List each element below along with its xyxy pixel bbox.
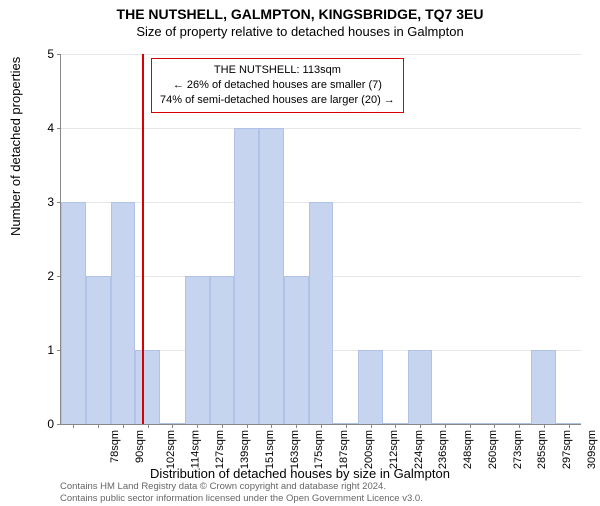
x-tick [346,424,347,428]
histogram-bar [259,128,284,424]
histogram-bar [408,350,433,424]
x-tick [445,424,446,428]
x-tick [371,424,372,428]
x-tick-label: 309sqm [586,430,598,469]
footnote-line: Contains HM Land Registry data © Crown c… [60,481,423,492]
chart-title: THE NUTSHELL, GALMPTON, KINGSBRIDGE, TQ7… [0,6,600,22]
annotation-line: THE NUTSHELL: 113sqm [160,63,395,78]
x-tick [544,424,545,428]
x-tick-label: 212sqm [388,430,400,469]
x-tick [247,424,248,428]
x-tick [519,424,520,428]
x-tick-label: 248sqm [462,430,474,469]
x-tick-label: 236sqm [437,430,449,469]
x-tick-label: 175sqm [314,430,326,469]
x-tick-label: 285sqm [536,430,548,469]
x-tick-label: 127sqm [215,430,227,469]
histogram-bar [61,202,86,424]
histogram-bar [358,350,383,424]
x-tick [271,424,272,428]
y-tick-label: 3 [24,195,54,209]
x-tick-label: 187sqm [338,430,350,469]
x-tick [494,424,495,428]
x-tick [148,424,149,428]
histogram-bar [86,276,111,424]
footnote-line: Contains public sector information licen… [60,493,423,504]
y-tick-label: 4 [24,121,54,135]
y-tick [57,128,61,129]
y-tick-label: 0 [24,417,54,431]
histogram-bar [234,128,259,424]
y-tick [57,54,61,55]
x-tick [222,424,223,428]
x-tick [73,424,74,428]
histogram-bar [111,202,136,424]
x-tick-label: 163sqm [289,430,301,469]
x-tick-label: 273sqm [512,430,524,469]
gridline [61,54,581,55]
annotation-line: ← 26% of detached houses are smaller (7) [160,78,395,93]
x-tick [569,424,570,428]
x-tick [395,424,396,428]
x-tick [420,424,421,428]
histogram-bar [309,202,334,424]
gridline [61,128,581,129]
x-tick-label: 260sqm [487,430,499,469]
y-axis-label: Number of detached properties [8,57,23,236]
x-tick-label: 78sqm [109,430,121,463]
x-tick-label: 102sqm [165,430,177,469]
histogram-bar [284,276,309,424]
x-tick-label: 297sqm [561,430,573,469]
x-tick-label: 90sqm [134,430,146,463]
histogram-bar [185,276,210,424]
x-tick [296,424,297,428]
x-tick-label: 139sqm [239,430,251,469]
histogram-bar [135,350,160,424]
y-tick-label: 2 [24,269,54,283]
x-tick-label: 224sqm [413,430,425,469]
chart-subtitle: Size of property relative to detached ho… [0,24,600,39]
y-tick [57,424,61,425]
annotation-box: THE NUTSHELL: 113sqm← 26% of detached ho… [151,58,404,113]
x-tick [172,424,173,428]
y-tick-label: 5 [24,47,54,61]
x-tick-label: 200sqm [363,430,375,469]
x-tick-label: 151sqm [264,430,276,469]
x-tick [321,424,322,428]
x-tick [98,424,99,428]
x-tick-label: 114sqm [189,430,201,468]
reference-line [142,54,144,424]
plot-area: THE NUTSHELL: 113sqm← 26% of detached ho… [60,54,581,425]
histogram-bar [210,276,235,424]
y-tick-label: 1 [24,343,54,357]
histogram-bar [531,350,556,424]
footnote: Contains HM Land Registry data © Crown c… [60,481,423,504]
x-tick [123,424,124,428]
x-tick [470,424,471,428]
x-tick [197,424,198,428]
annotation-line: 74% of semi-detached houses are larger (… [160,93,395,108]
